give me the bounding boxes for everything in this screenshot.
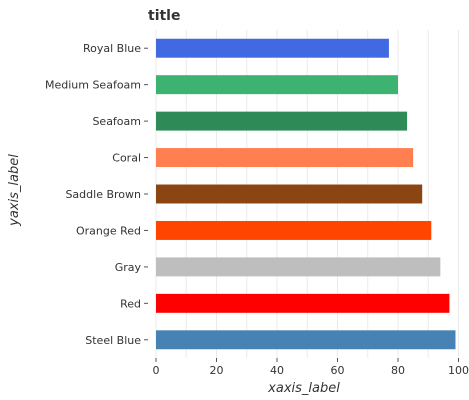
x-tick-label: 60 bbox=[331, 364, 345, 377]
y-tick-label: Orange Red bbox=[76, 224, 141, 237]
x-tick-label: 80 bbox=[391, 364, 405, 377]
x-axis-title: xaxis_label bbox=[267, 381, 340, 396]
bar-saddle-brown bbox=[156, 184, 423, 204]
y-tick-label: Steel Blue bbox=[85, 334, 141, 347]
y-tick-label: Royal Blue bbox=[83, 42, 141, 55]
x-tick-label: 20 bbox=[210, 364, 224, 377]
bar-orange-red bbox=[156, 220, 432, 240]
y-tick-label: Medium Seafoam bbox=[45, 79, 141, 92]
y-tick-label: Coral bbox=[112, 152, 141, 165]
bar-medium-seafoam bbox=[156, 75, 398, 95]
bar-seafoam bbox=[156, 111, 408, 131]
y-tick-label: Red bbox=[120, 297, 141, 310]
bar-royal-blue bbox=[156, 38, 389, 58]
bar-steel-blue bbox=[156, 330, 456, 350]
x-tick-label: 100 bbox=[448, 364, 469, 377]
chart-title: title bbox=[148, 8, 180, 24]
x-tick-label: 40 bbox=[270, 364, 284, 377]
bars bbox=[156, 38, 456, 350]
y-tick-label: Gray bbox=[115, 261, 142, 274]
bar-red bbox=[156, 293, 450, 313]
bar-coral bbox=[156, 148, 414, 168]
y-tick-labels: Royal Blue Medium Seafoam Seafoam Coral Sadd… bbox=[45, 42, 148, 347]
bar-gray bbox=[156, 257, 441, 277]
x-tick-label: 0 bbox=[153, 364, 160, 377]
y-axis-title: yaxis_label bbox=[7, 154, 22, 227]
x-tick-labels: 0 20 40 60 80 100 bbox=[153, 358, 469, 377]
y-tick-label: Saddle Brown bbox=[65, 188, 141, 201]
y-tick-label: Seafoam bbox=[92, 115, 141, 128]
